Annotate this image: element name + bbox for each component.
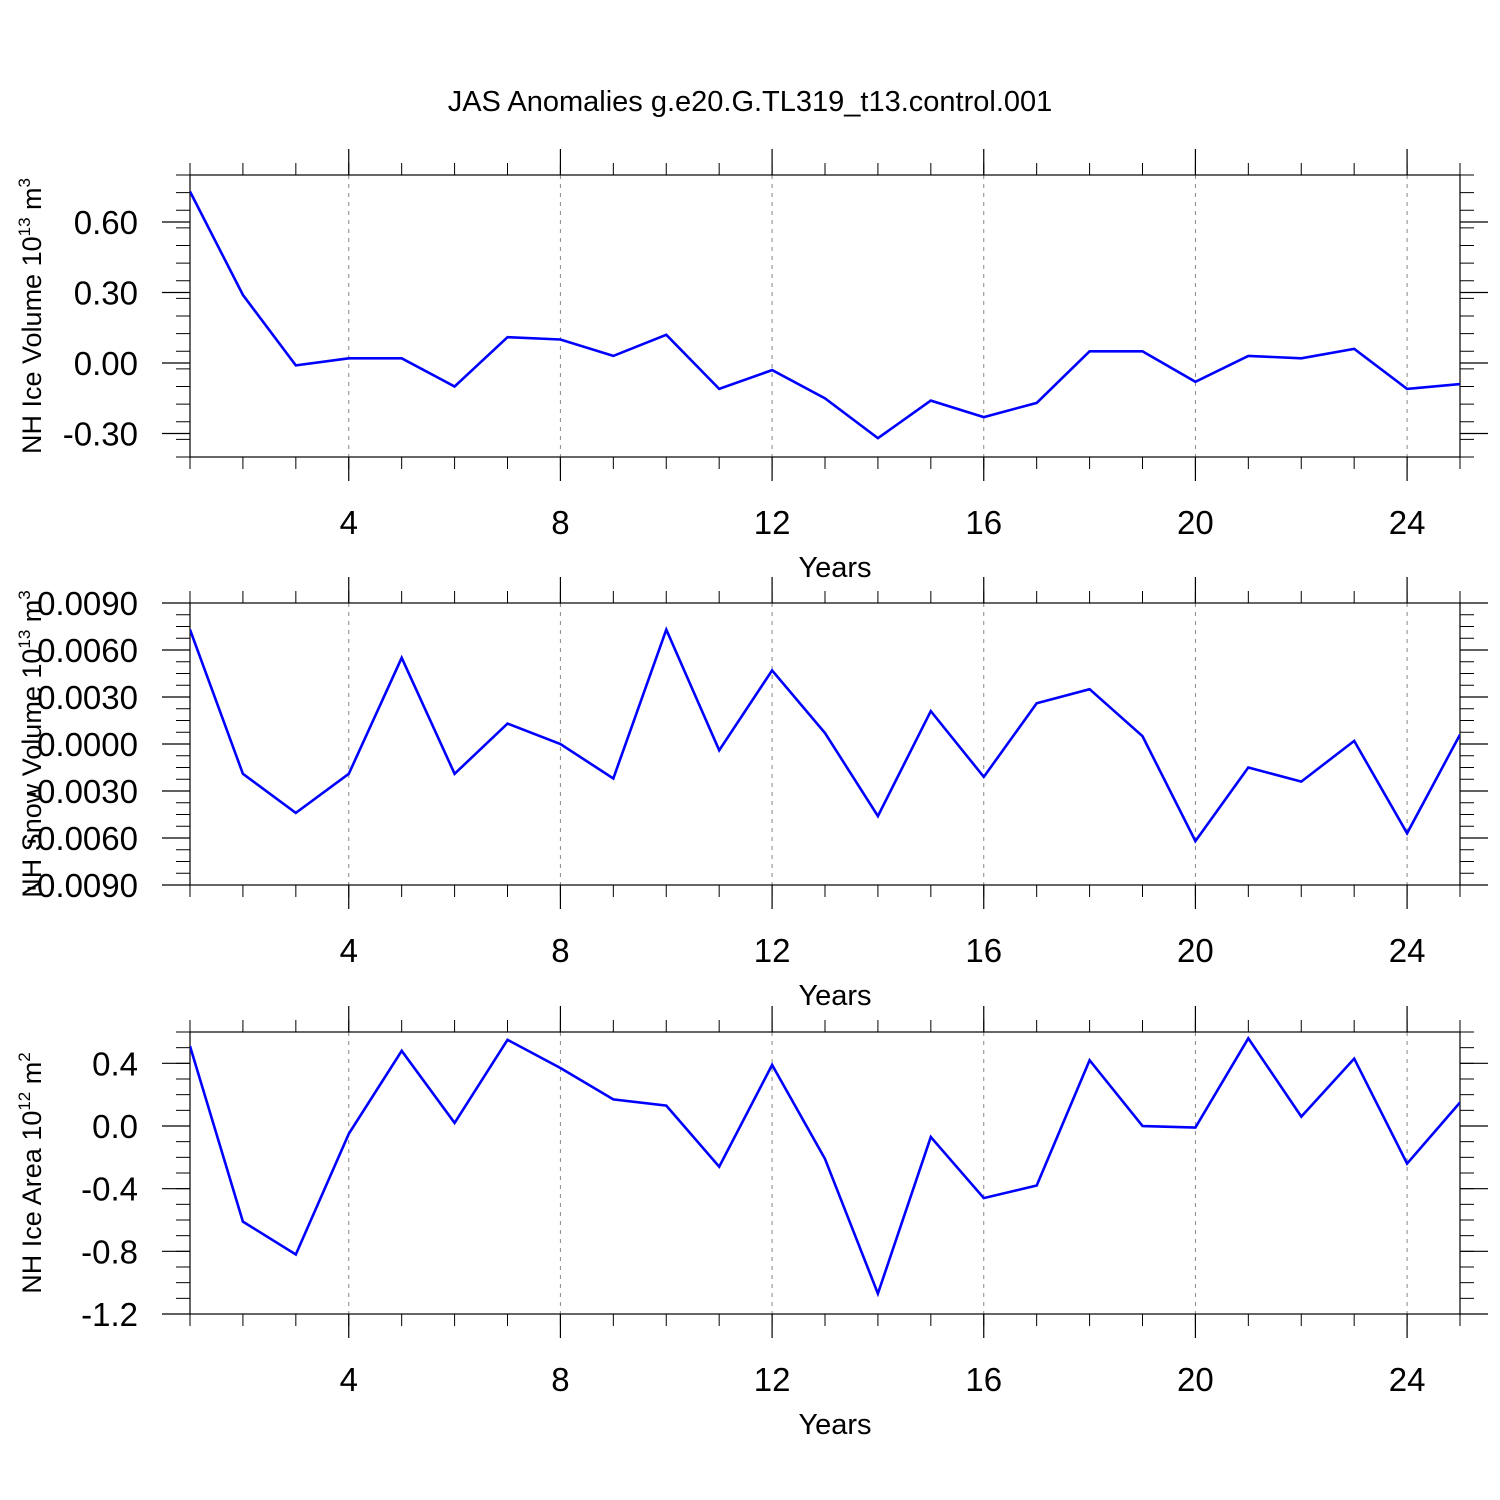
y-tick-label: -0.30 [63, 416, 138, 453]
y-axis-label-unit: m [17, 600, 47, 630]
x-tick-label: 12 [754, 1361, 791, 1398]
y-axis-label-main: NH Snow Volume 10 [17, 649, 47, 898]
series-line [190, 626, 1460, 844]
y-tick-label: 0.4 [92, 1045, 138, 1082]
plot-frame [189, 174, 1461, 458]
y-tick-label: -0.0090 [26, 867, 138, 904]
y-tick-label: 0.0000 [37, 726, 138, 763]
series-line [190, 190, 1460, 440]
y-tick-label: -0.4 [81, 1171, 138, 1208]
y-axis-label-exp: 13 [15, 217, 34, 236]
x-tick-label: 16 [965, 1361, 1002, 1398]
plot-frame [189, 1031, 1461, 1315]
y-axis-label-unit-exp: 2 [15, 1052, 34, 1061]
x-tick-label: 20 [1177, 932, 1214, 969]
chart-title: JAS Anomalies g.e20.G.TL319_t13.control.… [448, 86, 1053, 118]
y-axis-label-exp: 12 [15, 1092, 34, 1111]
x-tick-label: 20 [1177, 1361, 1214, 1398]
y-axis-label: NH Ice Volume 1013 m3 [15, 178, 47, 454]
panel-2: 4 8 12 16 20 24 -0.0090 -0.0060 -0.0030 0.0000 0.0… [15, 577, 1488, 1012]
y-tick-label: -0.8 [81, 1233, 138, 1270]
x-tick-label: 4 [340, 1361, 358, 1398]
x-tick-label: 12 [754, 504, 791, 541]
x-tick-label: 4 [340, 504, 358, 541]
y-tick-label: 0.0090 [37, 585, 138, 622]
x-axis-label: Years [798, 1409, 871, 1441]
x-tick-label: 8 [551, 932, 569, 969]
x-tick-label: 8 [551, 504, 569, 541]
panel-3: 4 8 12 16 20 24 -1.2 -0.8 -0.4 0.0 0.4 Years NH Ice … [15, 1006, 1488, 1441]
y-axis-label-unit-exp: 3 [15, 590, 34, 599]
x-tick-label: 12 [754, 932, 791, 969]
x-tick-label: 16 [965, 932, 1002, 969]
series-line [190, 1035, 1460, 1298]
y-axis-label-main: NH Ice Volume 10 [17, 236, 47, 454]
y-tick-label: -0.0030 [26, 773, 138, 810]
x-tick-label: 16 [965, 504, 1002, 541]
y-axis-label-main: NH Ice Area 10 [17, 1111, 47, 1294]
x-tick-label: 24 [1389, 1361, 1426, 1398]
x-tick-label: 4 [340, 932, 358, 969]
y-tick-label: 0.30 [74, 275, 138, 312]
panel-1: 4 8 12 16 20 24 -0.30 0.00 0.30 0.60 Years NH Ice V… [15, 149, 1488, 584]
x-tick-label: 24 [1389, 504, 1426, 541]
y-axis-label: NH Ice Area 1012 m2 [15, 1052, 47, 1293]
x-tick-label: 8 [551, 1361, 569, 1398]
x-tick-label: 24 [1389, 932, 1426, 969]
y-axis-label-exp: 13 [15, 630, 34, 649]
y-tick-label: 0.00 [74, 345, 138, 382]
y-tick-label: -0.0060 [26, 820, 138, 857]
x-tick-label: 20 [1177, 504, 1214, 541]
plot-frame [189, 602, 1461, 886]
x-axis-label: Years [798, 552, 871, 584]
y-tick-label: 0.0 [92, 1108, 138, 1145]
y-tick-label: 0.60 [74, 204, 138, 241]
y-tick-label: 0.0030 [37, 679, 138, 716]
y-axis-label-unit: m [17, 187, 47, 217]
x-axis-label: Years [798, 980, 871, 1012]
y-axis-label-unit: m [17, 1062, 47, 1092]
y-tick-label: 0.0060 [37, 632, 138, 669]
y-axis-label-unit-exp: 3 [15, 178, 34, 187]
y-tick-label: -1.2 [81, 1296, 138, 1333]
y-axis-label: NH Snow Volume 1013 m3 [15, 590, 47, 898]
